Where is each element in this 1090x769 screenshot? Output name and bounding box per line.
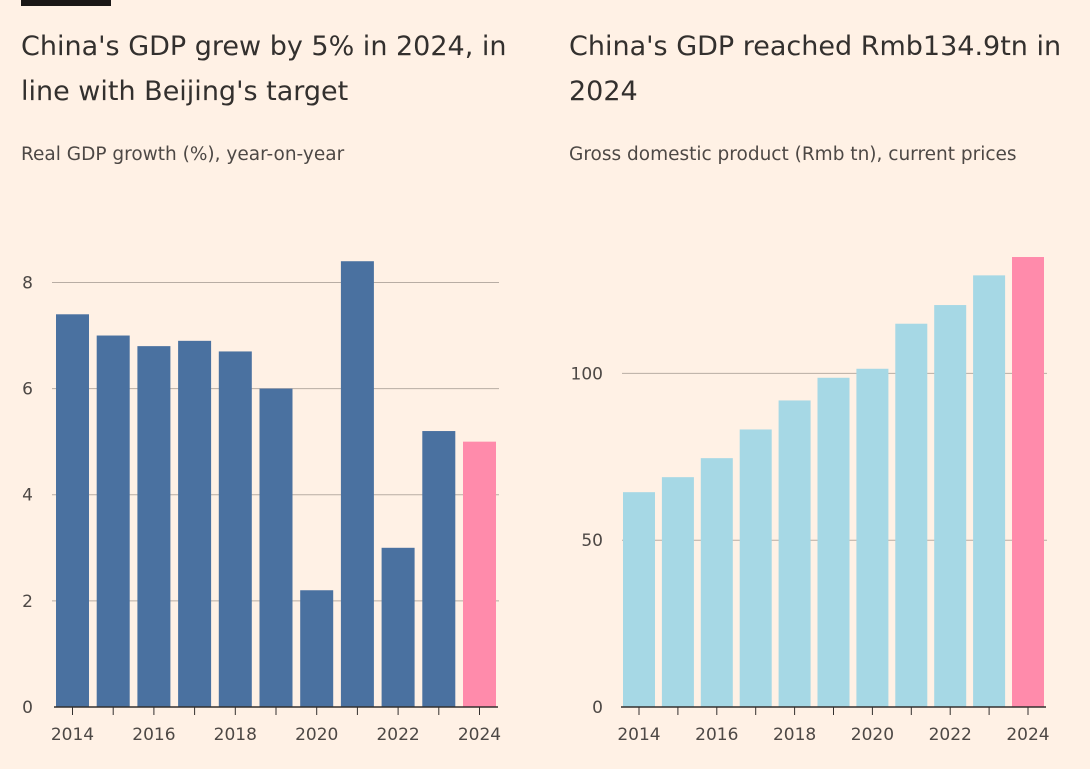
x-tick-label-2020: 2020 bbox=[295, 725, 338, 745]
bar-2018 bbox=[218, 351, 252, 707]
bar-2019 bbox=[817, 377, 850, 707]
bar-2023 bbox=[973, 275, 1006, 707]
x-tick-label-2022: 2022 bbox=[929, 725, 972, 745]
bar-2023 bbox=[422, 431, 456, 707]
bar-2021 bbox=[340, 261, 374, 707]
x-tick-label-2014: 2014 bbox=[51, 725, 94, 745]
bar-2024 bbox=[463, 441, 496, 707]
bar-2017 bbox=[739, 429, 772, 707]
bar-2014 bbox=[623, 492, 655, 707]
y-tick-label: 50 bbox=[581, 531, 603, 551]
x-tick-label-2020: 2020 bbox=[851, 725, 894, 745]
bar-2018 bbox=[778, 400, 811, 707]
bar-2022 bbox=[381, 547, 415, 707]
bar-2015 bbox=[661, 477, 694, 707]
x-tick-label-2014: 2014 bbox=[617, 725, 660, 745]
growth-chart-subtitle: Real GDP growth (%), year-on-year bbox=[21, 144, 345, 165]
x-tick-label-2024: 2024 bbox=[1006, 725, 1049, 745]
gdp-level-chart-subtitle: Gross domestic product (Rmb tn), current… bbox=[569, 144, 1017, 165]
y-tick-label: 0 bbox=[592, 698, 603, 718]
x-tick-label-2024: 2024 bbox=[458, 725, 501, 745]
y-tick-label: 100 bbox=[571, 364, 603, 384]
bar-2022 bbox=[934, 305, 967, 707]
bar-2017 bbox=[178, 340, 212, 707]
bar-2016 bbox=[700, 458, 733, 707]
y-tick-label: 8 bbox=[22, 273, 33, 293]
bar-2020 bbox=[856, 368, 889, 707]
growth-chart-title: China's GDP grew by 5% in 2024, in line … bbox=[21, 31, 507, 107]
y-tick-label: 2 bbox=[22, 592, 33, 612]
bar-2014 bbox=[56, 314, 89, 707]
x-tick-label-2022: 2022 bbox=[376, 725, 419, 745]
bar-2020 bbox=[300, 590, 334, 707]
x-tick-label-2018: 2018 bbox=[214, 725, 257, 745]
x-tick-label-2016: 2016 bbox=[695, 725, 738, 745]
gdp-level-chart-title: China's GDP reached Rmb134.9tn in 2024 bbox=[569, 31, 1062, 107]
gdp-level-bar-chart: 0 50 100 2014 2016 2018 2020 2022 2024 bbox=[571, 257, 1050, 745]
top-rule-decoration bbox=[21, 0, 111, 6]
bar-2019 bbox=[259, 388, 293, 707]
y-tick-label: 4 bbox=[22, 486, 33, 506]
x-tick-label-2016: 2016 bbox=[132, 725, 175, 745]
y-tick-label: 0 bbox=[22, 698, 33, 718]
growth-bar-chart: 0 2 4 6 8 2014 2016 2018 2020 2022 2024 bbox=[22, 261, 501, 745]
growth-chart-panel: China's GDP grew by 5% in 2024, in line … bbox=[21, 31, 507, 745]
x-tick-label-2018: 2018 bbox=[773, 725, 816, 745]
bar-2016 bbox=[137, 346, 171, 707]
y-tick-label: 6 bbox=[22, 380, 33, 400]
bar-2024 bbox=[1012, 257, 1044, 707]
bar-2021 bbox=[895, 323, 928, 707]
gdp-level-chart-panel: China's GDP reached Rmb134.9tn in 2024 G… bbox=[545, 0, 1090, 769]
bar-2015 bbox=[96, 335, 130, 707]
